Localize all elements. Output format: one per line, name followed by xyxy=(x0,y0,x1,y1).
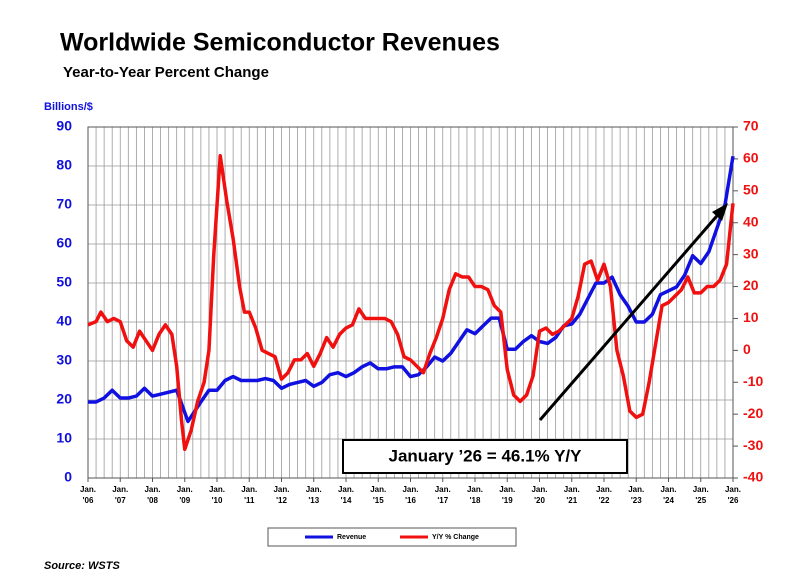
chart-subtitle: Year-to-Year Percent Change xyxy=(63,64,269,81)
y2-tick-label: -20 xyxy=(743,405,763,421)
x-tick-label: Jan. '06 xyxy=(80,485,96,505)
x-tick-label: Jan. '10 xyxy=(209,485,225,505)
source: Source: WSTS xyxy=(44,560,120,572)
y2-tick-label: 30 xyxy=(743,245,759,261)
y-tick-label: 30 xyxy=(56,352,72,368)
x-tick-label: Jan. '22 xyxy=(596,485,612,505)
y2-tick-label: 40 xyxy=(743,213,759,229)
y-axis-label: Billions/$ xyxy=(44,101,93,113)
y-tick-label: 50 xyxy=(56,274,72,290)
x-tick-label: Jan. '25 xyxy=(693,485,709,505)
x-tick-label: Jan. '21 xyxy=(564,485,580,505)
x-tick-label: Jan. '11 xyxy=(241,485,257,505)
x-tick-label: Jan. '07 xyxy=(112,485,128,505)
x-tick-label: Jan. '14 xyxy=(338,485,354,505)
trend-arrow xyxy=(538,209,724,421)
y2-tick-label: 10 xyxy=(743,309,759,325)
y-tick-label: 60 xyxy=(56,235,72,251)
legend-box xyxy=(267,527,517,547)
annotation: January ’26 = 46.1% Y/Y xyxy=(389,446,583,465)
y-tick-label: 40 xyxy=(56,313,72,329)
y2-tick-label: -10 xyxy=(743,373,763,389)
y2-tick-label: -30 xyxy=(743,437,763,453)
annotation-box xyxy=(342,439,628,474)
x-tick-label: Jan. '08 xyxy=(144,485,160,505)
y-tick-label: 70 xyxy=(56,196,72,212)
y2-tick-label: 70 xyxy=(743,118,759,134)
y2-tick-label: 20 xyxy=(743,277,759,293)
x-tick-label: Jan. '12 xyxy=(273,485,289,505)
y-tick-label: 80 xyxy=(56,157,72,173)
arrow-head xyxy=(712,203,728,221)
x-tick-label: Jan. '15 xyxy=(370,485,386,505)
chart-title: Worldwide Semiconductor Revenues xyxy=(60,29,500,57)
y-tick-label: 20 xyxy=(56,391,72,407)
x-tick-label: Jan. '17 xyxy=(435,485,451,505)
y2-tick-label: 50 xyxy=(743,182,759,198)
legend-label: Y/Y % Change xyxy=(432,534,479,541)
x-tick-label: Jan. '16 xyxy=(402,485,418,505)
x-tick-label: Jan. '26 xyxy=(725,485,741,505)
x-tick-label: Jan. '09 xyxy=(177,485,193,505)
y2-tick-label: 60 xyxy=(743,150,759,166)
x-tick-label: Jan. '20 xyxy=(531,485,547,505)
y-tick-label: 90 xyxy=(56,118,72,134)
y-tick-label: 10 xyxy=(56,430,72,446)
y2-tick-label: 0 xyxy=(743,341,751,357)
x-tick-label: Jan. '23 xyxy=(628,485,644,505)
x-tick-label: Jan. '18 xyxy=(467,485,483,505)
x-tick-label: Jan. '24 xyxy=(660,485,676,505)
plot: 0 10 20 30 40 50 60 70 80 90 -40 -30 -20 -10 0 10 20 30 40… xyxy=(56,118,763,505)
legend-label: Revenue xyxy=(337,534,366,541)
x-tick-label: Jan. '19 xyxy=(499,485,515,505)
y-tick-label: 0 xyxy=(64,469,72,485)
x-tick-label: Jan. '13 xyxy=(306,485,322,505)
series-line xyxy=(87,153,735,452)
y2-tick-label: -40 xyxy=(743,469,763,485)
